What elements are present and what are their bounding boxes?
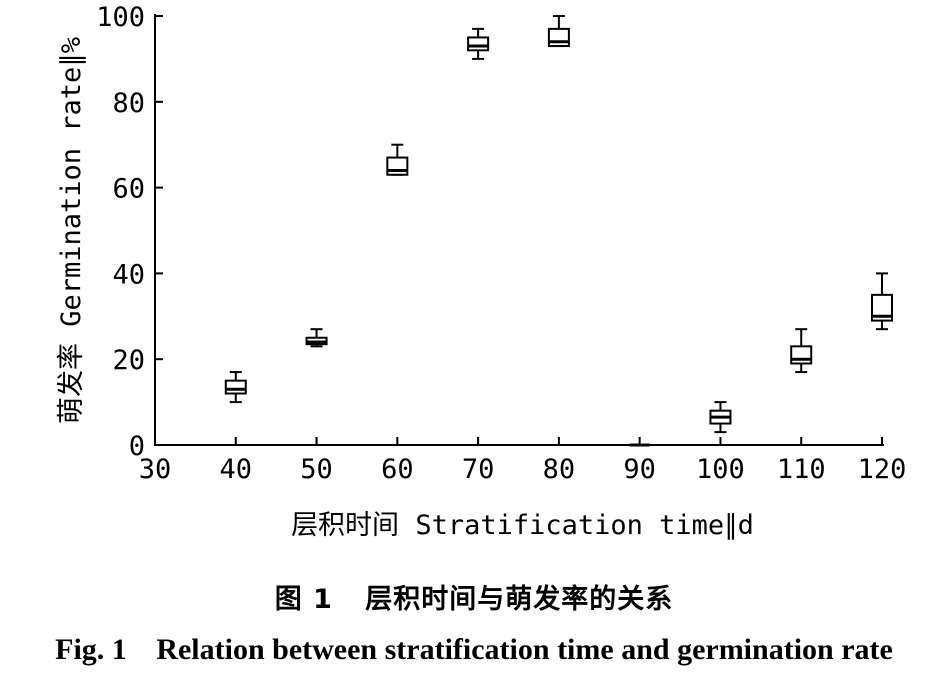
caption-chinese-text: 层积时间与萌发率的关系 (365, 584, 674, 615)
box-60-iqr (386, 156, 409, 176)
y-axis-title: 萌发率 Germination rate∥% (56, 37, 87, 424)
caption-english-label: Fig. 1 (55, 633, 127, 666)
figure-caption: 图 1 层积时间与萌发率的关系 Fig. 1 Relation between … (0, 545, 948, 676)
x-tick-label-50: 50 (300, 454, 333, 485)
box-80-iqr (547, 27, 570, 48)
chart-area: 0 20 40 60 80 100 30 40 50 60 70 80 90 100 110 120 层积时间 … (56, 2, 907, 541)
caption-english-text: Relation between stratification time and… (156, 633, 893, 666)
y-tick-label-20: 20 (112, 345, 145, 376)
x-tick-label-90: 90 (623, 454, 656, 485)
y-tick-label-100: 100 (96, 2, 145, 33)
y-tick-label-80: 80 (112, 88, 145, 119)
x-tick-label-80: 80 (543, 454, 576, 485)
box-120-iqr (871, 293, 893, 322)
x-tick-label-100: 100 (696, 454, 745, 485)
x-tick-label-40: 40 (220, 454, 253, 485)
x-tick-label-30: 30 (139, 454, 172, 485)
y-tick-label-60: 60 (112, 174, 145, 205)
x-tick-label-60: 60 (381, 454, 414, 485)
y-tick-label-0: 0 (129, 431, 145, 462)
y-tick-label-40: 40 (112, 259, 145, 290)
x-tick-label-70: 70 (462, 454, 495, 485)
box-70-iqr (467, 36, 490, 52)
caption-english: Fig. 1 Relation between stratification t… (0, 633, 948, 667)
caption-chinese: 图 1 层积时间与萌发率的关系 (0, 577, 948, 616)
x-axis-title: 层积时间 Stratification time∥d (291, 510, 754, 541)
box-40-iqr (224, 379, 247, 395)
boxplot-chart: 0 20 40 60 80 100 30 40 50 60 70 80 90 100 110 120 层积时间 … (56, 2, 907, 541)
box-110-iqr (790, 345, 813, 365)
x-tick-label-110: 110 (777, 454, 826, 485)
caption-chinese-label: 图 1 (274, 584, 333, 615)
x-tick-label-120: 120 (858, 454, 907, 485)
